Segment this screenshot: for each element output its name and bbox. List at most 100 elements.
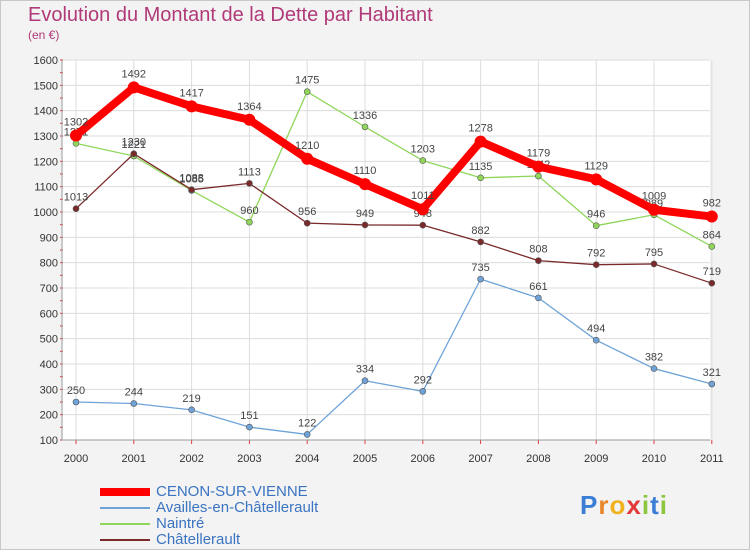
data-point <box>130 400 138 407</box>
data-label: 292 <box>414 374 432 386</box>
legend-item: Naintré <box>100 516 400 532</box>
data-point <box>416 203 429 216</box>
data-label: 719 <box>703 266 721 278</box>
data-point <box>532 160 545 173</box>
data-label: 795 <box>645 247 663 259</box>
y-tick-label: 1600 <box>34 55 58 67</box>
data-label: 1492 <box>122 68 146 80</box>
data-label: 1129 <box>584 160 608 172</box>
data-label: 494 <box>587 323 605 335</box>
legend-label: Availles-en-Châtellerault <box>156 499 319 516</box>
data-point <box>303 431 311 438</box>
data-point <box>535 257 542 264</box>
data-point <box>246 423 253 431</box>
x-tick-label: 2011 <box>700 453 724 465</box>
x-tick-label: 2005 <box>353 453 377 465</box>
data-point <box>185 100 198 113</box>
legend: CENON-SUR-VIENNE Availles-en-Châtelleraul… <box>100 484 400 548</box>
data-point <box>303 88 311 95</box>
series-line-1 <box>75 278 713 436</box>
data-label: 735 <box>471 262 489 274</box>
data-point <box>419 157 427 164</box>
legend-swatch <box>100 523 150 525</box>
data-label: 250 <box>67 385 85 397</box>
data-point <box>650 365 658 372</box>
data-point <box>419 388 427 395</box>
y-tick-label: 1000 <box>34 207 58 219</box>
data-label: 1336 <box>353 110 377 122</box>
legend-label: Naintré <box>156 515 205 532</box>
x-tick-label: 2008 <box>526 453 550 465</box>
y-tick-label: 1200 <box>34 156 58 168</box>
data-point <box>127 81 140 94</box>
data-label: 1302 <box>64 116 88 128</box>
series-line-0 <box>72 83 716 221</box>
y-tick-label: 900 <box>40 232 58 244</box>
chart-subtitle: (en €) <box>28 28 60 42</box>
legend-swatch <box>100 507 150 509</box>
x-tick-label: 2002 <box>179 453 203 465</box>
data-label: 1203 <box>411 144 435 156</box>
data-label: 1230 <box>122 137 146 149</box>
data-label: 1278 <box>468 123 492 135</box>
logo-letter: i <box>659 490 668 520</box>
data-point <box>188 186 195 194</box>
data-label: 661 <box>529 281 547 293</box>
data-label: 1135 <box>469 161 493 173</box>
data-label: 1110 <box>354 165 377 177</box>
data-point <box>590 173 603 186</box>
x-tick-label: 2003 <box>237 453 261 465</box>
logo-letter: t <box>650 490 660 520</box>
data-point <box>130 150 138 158</box>
y-tick-label: 300 <box>40 384 58 396</box>
data-label: 864 <box>703 229 721 241</box>
data-label: 1113 <box>238 166 261 178</box>
data-label: 1088 <box>179 173 203 185</box>
data-label: 1364 <box>237 101 261 113</box>
data-point <box>419 221 427 229</box>
data-label: 960 <box>240 205 258 217</box>
series-line-2 <box>75 91 713 248</box>
legend-item: CENON-SUR-VIENNE <box>100 484 400 500</box>
data-label: 1475 <box>295 75 319 87</box>
data-label: 808 <box>529 244 547 256</box>
y-tick-label: 800 <box>40 258 58 270</box>
data-point <box>708 380 716 388</box>
data-label: 982 <box>703 198 721 210</box>
data-point <box>650 260 658 268</box>
data-point <box>361 221 369 229</box>
y-tick-label: 600 <box>40 308 58 320</box>
data-label: 949 <box>356 208 374 220</box>
x-tick-label: 2010 <box>642 453 666 465</box>
data-point <box>243 113 256 126</box>
data-point <box>648 203 660 216</box>
data-point <box>72 205 80 213</box>
logo-letter: P <box>580 490 599 520</box>
y-tick-label: 100 <box>40 435 58 447</box>
legend-swatch <box>100 488 150 496</box>
data-label: 1011 <box>411 190 435 202</box>
y-tick-label: 200 <box>40 410 58 422</box>
data-label: 219 <box>182 393 200 405</box>
chart-title: Evolution du Montant de la Dette par Hab… <box>28 4 433 26</box>
data-label: 244 <box>125 387 143 399</box>
data-label: 1009 <box>642 191 666 203</box>
data-point <box>303 219 311 227</box>
data-point <box>535 294 542 302</box>
data-point <box>708 243 716 250</box>
logo-letter: o <box>609 490 627 520</box>
data-point <box>477 275 484 283</box>
legend-swatch <box>100 539 150 541</box>
x-tick-label: 2009 <box>584 453 608 465</box>
data-label: 1013 <box>64 192 88 204</box>
data-label: 151 <box>240 410 258 422</box>
y-tick-label: 400 <box>40 359 58 371</box>
data-point <box>592 222 600 229</box>
plot-area <box>62 60 710 440</box>
data-label: 1417 <box>179 87 203 99</box>
data-point <box>246 180 253 187</box>
data-label: 1221 <box>122 139 146 151</box>
legend-item: Châtellerault <box>100 532 400 548</box>
y-tick-label: 1500 <box>34 80 58 92</box>
